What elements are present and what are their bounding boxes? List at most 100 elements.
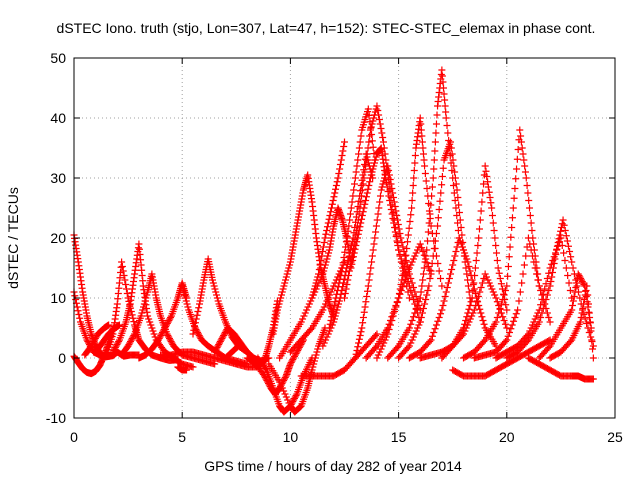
data-point <box>396 230 404 237</box>
data-point <box>355 227 363 234</box>
data-point <box>163 320 171 327</box>
data-point <box>335 300 343 308</box>
data-point <box>72 296 80 303</box>
data-point <box>381 174 389 182</box>
data-point <box>576 273 584 281</box>
data-point <box>359 319 367 327</box>
data-point <box>442 288 450 296</box>
data-point <box>585 309 593 317</box>
data-point <box>554 239 562 246</box>
data-point <box>316 276 324 284</box>
data-point <box>412 327 420 335</box>
data-point <box>321 261 329 269</box>
data-point <box>124 342 132 350</box>
data-point <box>447 270 455 278</box>
data-point <box>380 177 388 185</box>
data-point <box>502 301 510 309</box>
data-point <box>467 298 475 306</box>
data-point <box>394 221 402 228</box>
data-point <box>163 321 171 329</box>
data-point <box>545 287 553 294</box>
data-point <box>221 329 229 336</box>
data-point <box>423 185 431 192</box>
data-series <box>524 354 597 383</box>
data-point <box>464 258 472 266</box>
data-point <box>562 264 570 272</box>
data-point <box>389 189 397 197</box>
data-point <box>566 338 574 345</box>
data-point <box>580 296 588 303</box>
data-point <box>535 282 543 290</box>
y-tick-label: 0 <box>58 350 66 366</box>
data-point <box>370 240 378 248</box>
x-tick-label: 25 <box>607 429 623 445</box>
data-point <box>550 260 558 267</box>
data-point <box>432 129 440 137</box>
data-point <box>410 167 418 174</box>
data-point <box>537 314 545 321</box>
data-point <box>371 156 379 164</box>
data-point <box>357 328 365 336</box>
data-point <box>499 313 507 321</box>
data-point <box>386 321 394 329</box>
data-point <box>388 317 396 324</box>
data-point <box>455 201 463 209</box>
data-point <box>451 168 459 176</box>
data-point <box>412 249 420 257</box>
data-point <box>448 150 456 158</box>
data-point <box>183 366 191 374</box>
data-point <box>165 317 173 324</box>
data-point <box>74 307 82 315</box>
data-point <box>523 182 531 189</box>
data-point <box>491 291 499 299</box>
data-point <box>110 347 118 354</box>
data-point <box>503 306 511 314</box>
data-point <box>373 354 381 362</box>
data-point <box>422 296 430 303</box>
data-point <box>452 180 460 188</box>
data-point <box>510 194 518 202</box>
data-point <box>523 338 531 345</box>
data-point <box>76 314 84 322</box>
data-point <box>472 257 480 264</box>
data-point <box>505 253 513 261</box>
data-point <box>520 261 528 269</box>
data-point <box>282 276 290 284</box>
data-point <box>462 252 470 260</box>
data-point <box>374 210 382 218</box>
data-point <box>180 288 188 296</box>
data-point <box>393 344 401 351</box>
data-point <box>391 203 399 210</box>
data-point <box>333 178 341 186</box>
data-point <box>561 227 569 234</box>
data-point <box>428 183 436 191</box>
data-point <box>89 339 97 347</box>
data-point <box>365 182 373 189</box>
data-point <box>167 338 175 345</box>
data-point <box>214 297 222 305</box>
data-point <box>407 339 415 347</box>
data-point <box>355 335 363 343</box>
data-point <box>280 282 288 290</box>
data-point <box>348 260 356 268</box>
data-point <box>426 338 434 345</box>
data-point <box>527 219 535 227</box>
data-point <box>496 305 504 312</box>
data-point <box>345 272 353 279</box>
data-point <box>319 243 327 251</box>
data-point <box>419 276 427 284</box>
data-point <box>524 234 532 242</box>
data-point <box>393 212 401 219</box>
data-point <box>334 303 342 311</box>
data-point <box>415 298 423 306</box>
data-point <box>517 138 525 146</box>
data-point <box>518 144 526 152</box>
data-point <box>488 204 496 212</box>
data-point <box>492 242 500 249</box>
data-point <box>461 249 469 257</box>
data-point <box>392 207 400 215</box>
data-point <box>551 255 559 263</box>
data-point <box>576 318 584 326</box>
data-point <box>400 263 408 270</box>
data-point <box>432 230 440 237</box>
